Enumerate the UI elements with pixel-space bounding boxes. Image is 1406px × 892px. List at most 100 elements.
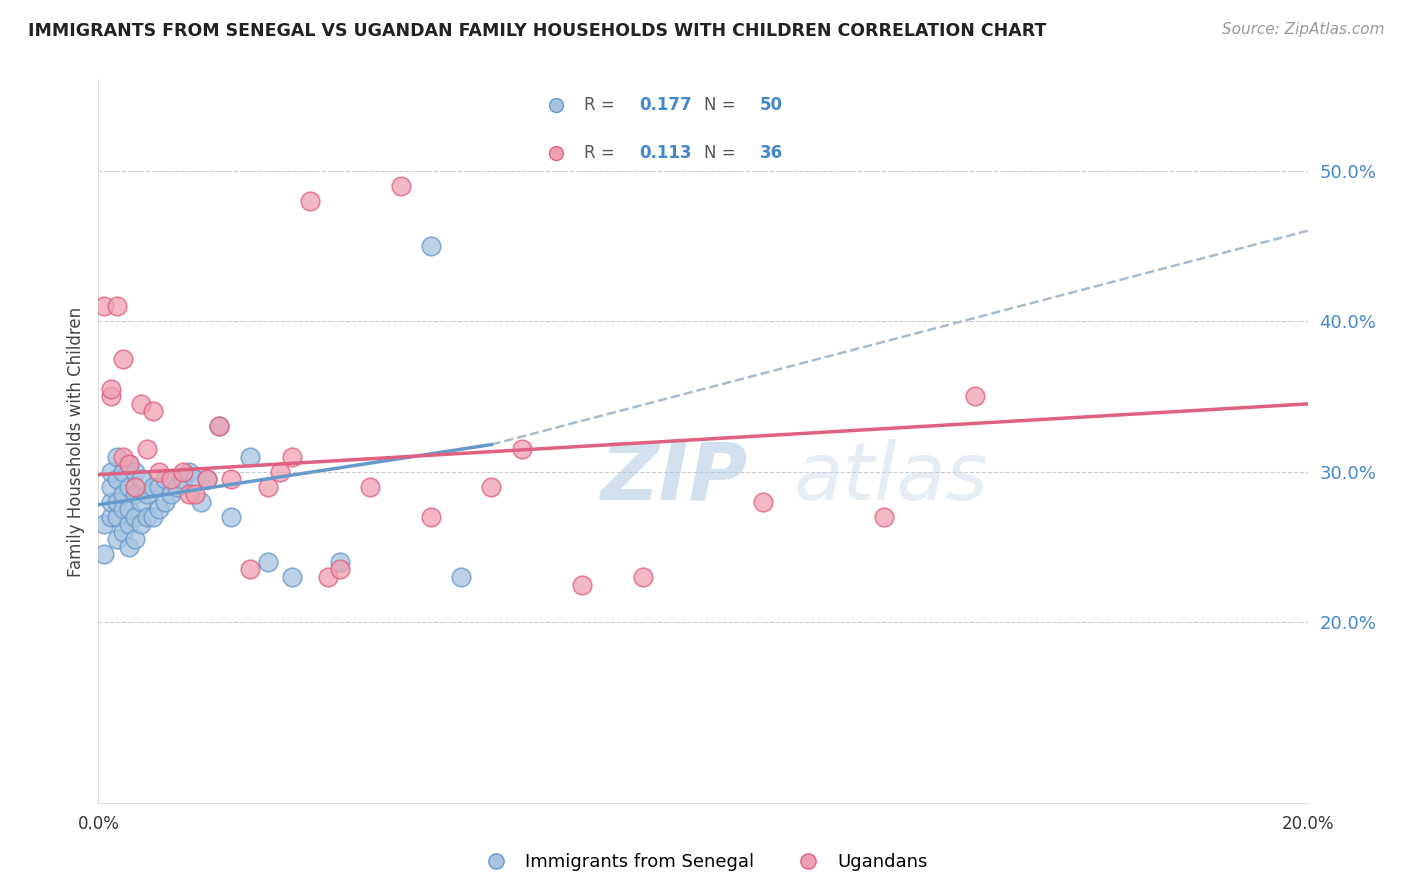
- Point: [450, 570, 472, 584]
- Point: [105, 299, 128, 313]
- Text: R =: R =: [583, 95, 620, 113]
- Point: [184, 487, 207, 501]
- Point: [105, 472, 128, 486]
- Point: [100, 389, 122, 403]
- Text: Source: ZipAtlas.com: Source: ZipAtlas.com: [1222, 22, 1385, 37]
- Point: [160, 472, 183, 486]
- Point: [93, 548, 115, 562]
- Point: [172, 465, 194, 479]
- Point: [195, 472, 218, 486]
- Point: [118, 457, 141, 471]
- Point: [179, 487, 201, 501]
- Point: [118, 480, 141, 494]
- Point: [135, 509, 157, 524]
- Point: [100, 509, 122, 524]
- Point: [160, 487, 183, 501]
- Point: [124, 465, 146, 479]
- Point: [129, 494, 152, 508]
- Point: [269, 465, 291, 479]
- Point: [100, 465, 122, 479]
- Point: [93, 299, 115, 313]
- Point: [329, 562, 352, 576]
- Point: [195, 472, 218, 486]
- Text: 0.177: 0.177: [640, 95, 692, 113]
- Point: [631, 570, 654, 584]
- Point: [148, 465, 170, 479]
- Point: [256, 555, 278, 569]
- Point: [118, 502, 141, 516]
- Point: [135, 442, 157, 456]
- Point: [118, 540, 141, 554]
- Point: [752, 494, 775, 508]
- Text: atlas: atlas: [793, 439, 988, 516]
- Point: [153, 494, 176, 508]
- Point: [124, 509, 146, 524]
- Point: [179, 465, 201, 479]
- Point: [142, 480, 165, 494]
- Point: [281, 450, 304, 464]
- Point: [111, 465, 134, 479]
- Point: [135, 487, 157, 501]
- Text: N =: N =: [704, 144, 741, 161]
- Text: ZIP: ZIP: [600, 439, 748, 516]
- Point: [965, 389, 987, 403]
- Point: [389, 178, 412, 193]
- Point: [111, 450, 134, 464]
- Point: [111, 524, 134, 539]
- Point: [166, 480, 188, 494]
- Point: [316, 570, 339, 584]
- Point: [129, 517, 152, 532]
- Point: [142, 509, 165, 524]
- Point: [142, 404, 165, 418]
- Point: [510, 442, 533, 456]
- Point: [329, 555, 352, 569]
- Point: [129, 397, 152, 411]
- Point: [148, 502, 170, 516]
- Point: [100, 480, 122, 494]
- Point: [420, 509, 443, 524]
- Point: [111, 502, 134, 516]
- Point: [124, 487, 146, 501]
- Text: 50: 50: [761, 95, 783, 113]
- Point: [93, 517, 115, 532]
- Point: [111, 487, 134, 501]
- Text: IMMIGRANTS FROM SENEGAL VS UGANDAN FAMILY HOUSEHOLDS WITH CHILDREN CORRELATION C: IMMIGRANTS FROM SENEGAL VS UGANDAN FAMIL…: [28, 22, 1046, 40]
- Point: [239, 450, 262, 464]
- Text: R =: R =: [583, 144, 620, 161]
- Point: [281, 570, 304, 584]
- Point: [105, 509, 128, 524]
- Point: [571, 577, 593, 591]
- Point: [221, 509, 243, 524]
- Point: [221, 472, 243, 486]
- Text: 0.113: 0.113: [640, 144, 692, 161]
- Point: [208, 419, 231, 434]
- Point: [111, 351, 134, 366]
- Point: [124, 533, 146, 547]
- Point: [105, 494, 128, 508]
- Point: [105, 450, 128, 464]
- Point: [239, 562, 262, 576]
- Point: [100, 494, 122, 508]
- Point: [100, 382, 122, 396]
- Point: [184, 472, 207, 486]
- Point: [873, 509, 896, 524]
- Text: 36: 36: [761, 144, 783, 161]
- Y-axis label: Family Households with Children: Family Households with Children: [66, 307, 84, 576]
- Point: [124, 480, 146, 494]
- Point: [208, 419, 231, 434]
- Point: [129, 472, 152, 486]
- Point: [481, 480, 503, 494]
- Text: N =: N =: [704, 95, 741, 113]
- Point: [105, 533, 128, 547]
- Point: [190, 494, 212, 508]
- Legend: Immigrants from Senegal, Ugandans: Immigrants from Senegal, Ugandans: [471, 847, 935, 879]
- Point: [118, 517, 141, 532]
- Point: [420, 239, 443, 253]
- Point: [118, 457, 141, 471]
- Point: [172, 472, 194, 486]
- Point: [256, 480, 278, 494]
- Point: [360, 480, 382, 494]
- Point: [153, 472, 176, 486]
- Point: [148, 480, 170, 494]
- Point: [299, 194, 322, 208]
